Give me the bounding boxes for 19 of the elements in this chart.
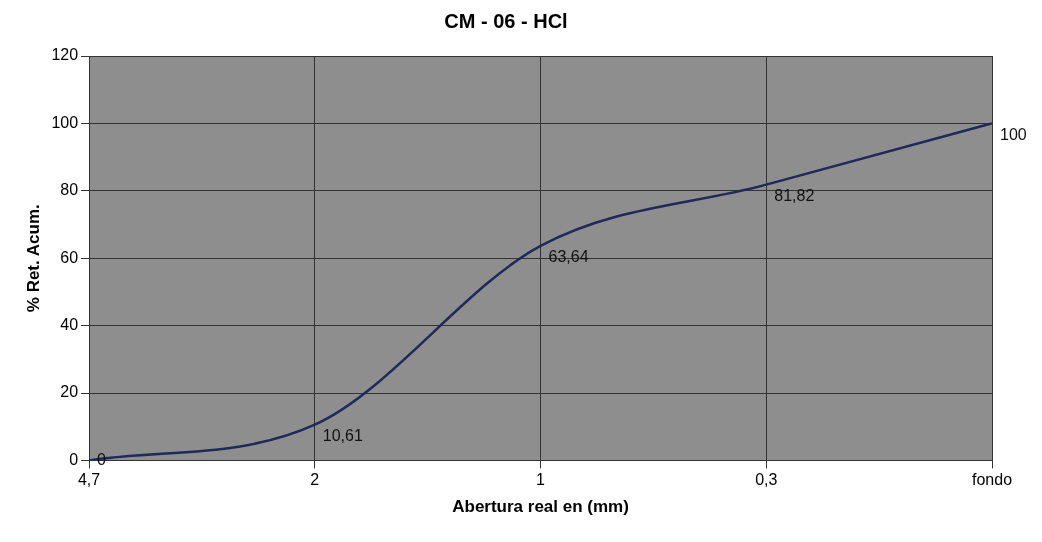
y-tick-label: 20 xyxy=(60,383,79,401)
chart-title: CM - 06 - HCl xyxy=(444,9,568,32)
x-tick-label: 1 xyxy=(536,471,546,489)
x-tick-label: 4,7 xyxy=(77,471,101,489)
y-tick-label: 100 xyxy=(51,113,79,131)
y-axis-title: % Ret. Acum. xyxy=(23,204,43,313)
x-axis-title: Abertura real en (mm) xyxy=(452,497,629,517)
x-tick-label: fondo xyxy=(971,471,1013,489)
data-label: 81,82 xyxy=(774,187,815,205)
x-tick-label: 2 xyxy=(310,471,320,489)
y-tick-label: 0 xyxy=(69,450,79,468)
y-tick-label: 60 xyxy=(60,248,79,266)
data-label: 100 xyxy=(1000,125,1027,143)
y-tick-label: 40 xyxy=(60,316,79,334)
y-tick-label: 80 xyxy=(60,181,79,199)
data-label: 0 xyxy=(97,450,107,468)
y-tick-label: 120 xyxy=(51,46,79,64)
x-tick-label: 0,3 xyxy=(755,471,778,489)
data-label: 10,61 xyxy=(322,427,363,445)
